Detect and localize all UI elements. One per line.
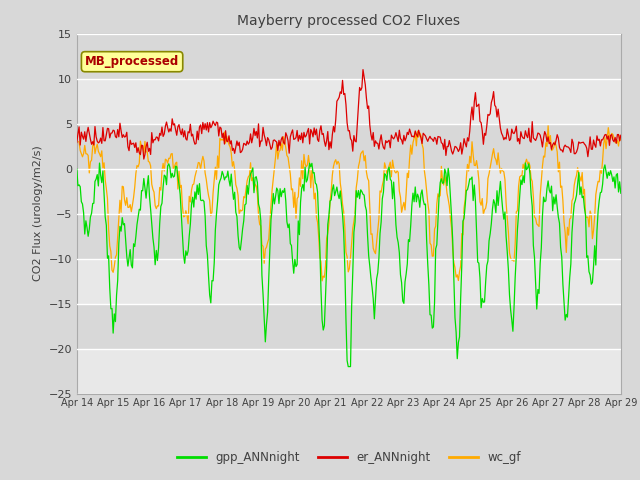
Bar bbox=[77, 303, 621, 348]
Y-axis label: CO2 Flux (urology/m2/s): CO2 Flux (urology/m2/s) bbox=[33, 146, 43, 281]
er_ANNnight bbox=[73, 140, 81, 145]
gpp_ANNnight bbox=[242, 201, 250, 207]
gpp_ANNnight bbox=[73, 166, 81, 172]
Text: MB_processed: MB_processed bbox=[85, 55, 179, 68]
gpp_ANNnight bbox=[474, 259, 481, 265]
Bar bbox=[77, 348, 621, 394]
er_ANNnight bbox=[243, 138, 251, 144]
Bar bbox=[77, 214, 621, 259]
er_ANNnight bbox=[359, 67, 367, 72]
wc_gf bbox=[378, 182, 386, 188]
gpp_ANNnight bbox=[617, 191, 625, 196]
wc_gf bbox=[242, 187, 250, 192]
er_ANNnight bbox=[617, 132, 625, 138]
gpp_ANNnight bbox=[302, 179, 310, 185]
wc_gf bbox=[73, 139, 81, 144]
gpp_ANNnight bbox=[569, 214, 577, 219]
er_ANNnight bbox=[475, 101, 483, 107]
er_ANNnight bbox=[140, 156, 148, 162]
Bar bbox=[77, 123, 621, 168]
wc_gf bbox=[544, 123, 552, 129]
Bar bbox=[77, 168, 621, 214]
er_ANNnight bbox=[380, 144, 387, 150]
gpp_ANNnight bbox=[378, 196, 386, 202]
Legend: gpp_ANNnight, er_ANNnight, wc_gf: gpp_ANNnight, er_ANNnight, wc_gf bbox=[172, 446, 526, 469]
wc_gf bbox=[474, 166, 481, 171]
Line: er_ANNnight: er_ANNnight bbox=[77, 70, 621, 159]
gpp_ANNnight bbox=[522, 160, 529, 166]
Bar bbox=[77, 34, 621, 79]
wc_gf bbox=[404, 175, 412, 180]
Bar bbox=[77, 259, 621, 303]
er_ANNnight bbox=[406, 126, 413, 132]
gpp_ANNnight bbox=[344, 364, 352, 370]
wc_gf bbox=[617, 137, 625, 143]
Bar bbox=[77, 79, 621, 123]
wc_gf bbox=[302, 164, 310, 169]
Line: gpp_ANNnight: gpp_ANNnight bbox=[77, 163, 621, 367]
Line: wc_gf: wc_gf bbox=[77, 126, 621, 281]
wc_gf bbox=[318, 278, 326, 284]
gpp_ANNnight bbox=[404, 237, 412, 242]
Title: Mayberry processed CO2 Fluxes: Mayberry processed CO2 Fluxes bbox=[237, 14, 460, 28]
er_ANNnight bbox=[569, 140, 577, 146]
wc_gf bbox=[569, 195, 577, 201]
er_ANNnight bbox=[303, 129, 311, 134]
